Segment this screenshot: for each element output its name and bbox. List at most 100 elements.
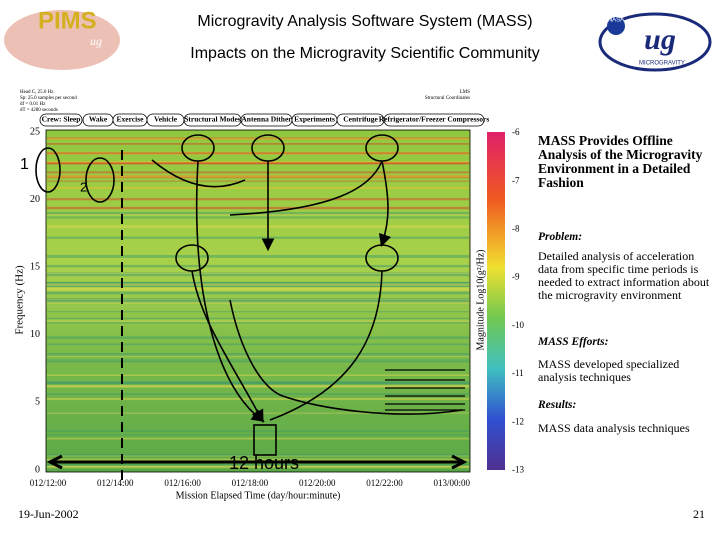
callout-number: 1 [20, 156, 29, 173]
source-labels: Crew: Sleep Wake Exercise Vehicle Structural… [39, 113, 490, 127]
streak [47, 458, 469, 462]
source-label: Exercise [117, 115, 145, 124]
streak [47, 465, 469, 468]
streak [47, 374, 469, 376]
section-title: Results: [538, 399, 577, 411]
sidebar-section: MASS Efforts: [538, 335, 714, 349]
colorbar-tick-label: -6 [512, 127, 520, 137]
source-label: Refrigerator/Freezer Compressors [379, 115, 490, 124]
title-line: Microgravity Analysis Software System (M… [197, 13, 532, 30]
sidebar-heading: MASS Provides Offline Analysis of the Mi… [538, 134, 714, 190]
y-tick-label: 10 [30, 329, 40, 340]
source-label: Antenna Dither [241, 115, 292, 124]
streak [47, 273, 469, 277]
streak [47, 264, 469, 268]
title-line: Impacts on the Microgravity Scientific C… [190, 45, 539, 62]
sidebar-heading-text: MASS Provides Offline Analysis of the Mi… [538, 133, 703, 190]
section-body: Detailed analysis of acceleration data f… [538, 249, 710, 302]
streak [47, 206, 469, 210]
info-line: Structural Coordinates [425, 96, 470, 101]
y-axis-label: Frequency (Hz) [14, 265, 26, 335]
streak [47, 198, 469, 201]
streak [47, 385, 469, 388]
label-box [383, 113, 485, 127]
axis-ticks: 0 5 10 15 20 25 012/12:00 012/14:00 012/16:00 012… [30, 126, 525, 488]
source-label: Structural Modes [184, 115, 241, 124]
streak [47, 353, 469, 355]
streak [47, 285, 469, 288]
span-label: 12 hours [229, 453, 299, 473]
section-body: MASS developed specialized analysis tech… [538, 357, 680, 384]
sidebar-section: Results: [538, 398, 714, 412]
x-tick-label: 013/00:00 [434, 478, 471, 488]
sidebar-section: MASS developed specialized analysis tech… [538, 358, 714, 384]
annotation-overlay [35, 134, 468, 480]
x-tick-label: 012/18:00 [232, 478, 269, 488]
x-tick-label: 012/16:00 [164, 478, 201, 488]
streak [47, 381, 469, 385]
y-tick-label: 20 [30, 194, 40, 205]
pims-logo: PIMS ug [4, 7, 120, 70]
streak [47, 361, 469, 363]
source-label: Crew: Sleep [42, 115, 81, 124]
source-label: Experiments [294, 115, 335, 124]
info-line: df = 0.01 Hz [20, 102, 46, 107]
streak [47, 152, 469, 155]
colorbar-tick-label: -10 [512, 320, 524, 330]
streak [47, 225, 469, 229]
page-number: 21 [693, 507, 705, 521]
colorbar-tick-label: -12 [512, 416, 524, 426]
streak [47, 255, 469, 258]
streak [47, 430, 469, 432]
y-tick-label: 25 [30, 126, 40, 137]
microgravity-text: MICROGRAVITY [639, 61, 685, 67]
section-title: MASS Efforts: [538, 336, 609, 348]
colorbar-label: Magnitude Log10(g²/Hz) [475, 249, 486, 350]
streak [47, 298, 469, 300]
y-tick-label: 0 [35, 464, 40, 475]
streak [47, 464, 469, 466]
streak [47, 355, 469, 358]
streak [47, 216, 469, 219]
x-axis-label: Mission Elapsed Time (day/hour:minute) [176, 490, 341, 501]
streak [47, 283, 469, 286]
sidebar-section: Detailed analysis of acceleration data f… [538, 250, 714, 302]
streak [47, 384, 469, 387]
streak [47, 186, 469, 189]
streak [47, 437, 469, 440]
ug-mark: ug [644, 23, 676, 56]
colorbar-tick-label: -11 [512, 368, 524, 378]
streak [47, 288, 469, 291]
streak [47, 301, 469, 304]
streak [47, 393, 469, 395]
streak [47, 143, 469, 145]
y-tick-label: 15 [30, 261, 40, 272]
x-tick-label: 012/12:00 [30, 478, 67, 488]
streak [47, 359, 469, 361]
colorbar-tick-label: -8 [512, 223, 520, 233]
section-title: Problem: [538, 231, 583, 243]
streak [47, 455, 469, 457]
streak [47, 171, 469, 174]
x-tick-label: 012/14:00 [97, 478, 134, 488]
section-body: MASS data analysis techniques [538, 421, 690, 435]
y-tick-label: 5 [35, 397, 40, 408]
streak [47, 397, 469, 401]
source-label: Wake [89, 115, 108, 124]
streak [47, 320, 469, 323]
callout-number: 2 [80, 179, 87, 194]
streak [47, 300, 469, 302]
info-line: LMS [460, 90, 471, 95]
streak [47, 311, 469, 313]
info-line: Sp: 25.0 samples per second [20, 96, 77, 101]
colorbar-tick-label: -9 [512, 272, 520, 282]
streak [47, 343, 469, 346]
streak [47, 180, 469, 182]
pims-logo-mark: ug [90, 34, 102, 48]
streak [47, 434, 469, 436]
x-tick-label: 012/22:00 [366, 478, 403, 488]
label-box [39, 113, 83, 127]
